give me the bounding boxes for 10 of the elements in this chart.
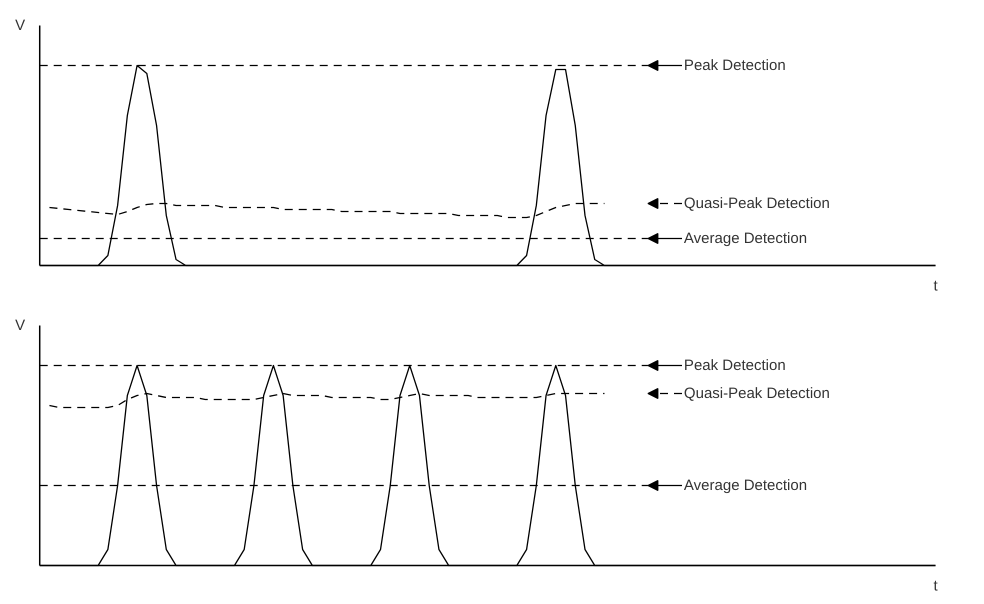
y-axis-title: V: [15, 17, 26, 34]
x-axis-title: t: [933, 278, 938, 294]
legend-label: Quasi-Peak Detection: [684, 385, 830, 402]
ref-line-label: Average Detection: [684, 477, 808, 494]
x-axis-title: t: [933, 578, 938, 594]
ref-line-label: Peak Detection: [684, 57, 786, 74]
ref-line-label: Average Detection: [684, 230, 808, 247]
y-axis-title: V: [15, 317, 26, 334]
ref-line-label: Peak Detection: [684, 357, 786, 374]
legend-label: Quasi-Peak Detection: [684, 195, 830, 212]
